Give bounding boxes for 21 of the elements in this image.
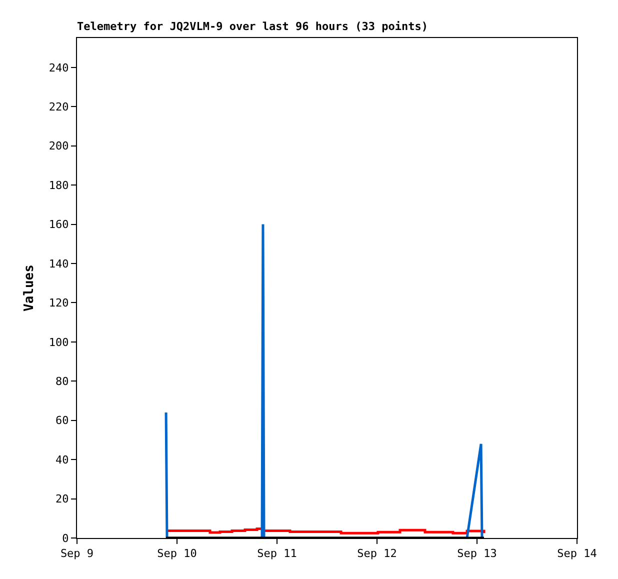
y-axis-title: Values — [22, 264, 37, 312]
y-tick-label: 100 — [48, 336, 69, 349]
x-tick-label: Sep 11 — [257, 547, 297, 560]
y-tick-label: 0 — [62, 532, 69, 545]
y-tick-label: 240 — [48, 61, 69, 74]
x-tick-label: Sep 12 — [357, 547, 397, 560]
y-tick-label: 40 — [56, 453, 69, 466]
x-tick-label: Sep 13 — [457, 547, 497, 560]
y-tick-label: 220 — [48, 100, 69, 114]
x-tick-label: Sep 10 — [157, 547, 197, 560]
y-tick-label: 20 — [56, 492, 69, 506]
y-tick-label: 200 — [48, 140, 69, 153]
y-tick-label: 160 — [48, 218, 69, 232]
y-tick-label: 120 — [48, 296, 69, 310]
x-tick-label: Sep 9 — [60, 547, 94, 560]
y-tick-label: 80 — [56, 374, 69, 388]
y-tick-label: 140 — [48, 257, 69, 270]
x-tick-label: Sep 14 — [557, 547, 598, 560]
y-tick-label: 60 — [56, 414, 69, 428]
chart-title: Telemetry for JQ2VLM-9 over last 96 hours (33 points) — [77, 20, 428, 33]
y-tick-label: 180 — [48, 178, 69, 192]
